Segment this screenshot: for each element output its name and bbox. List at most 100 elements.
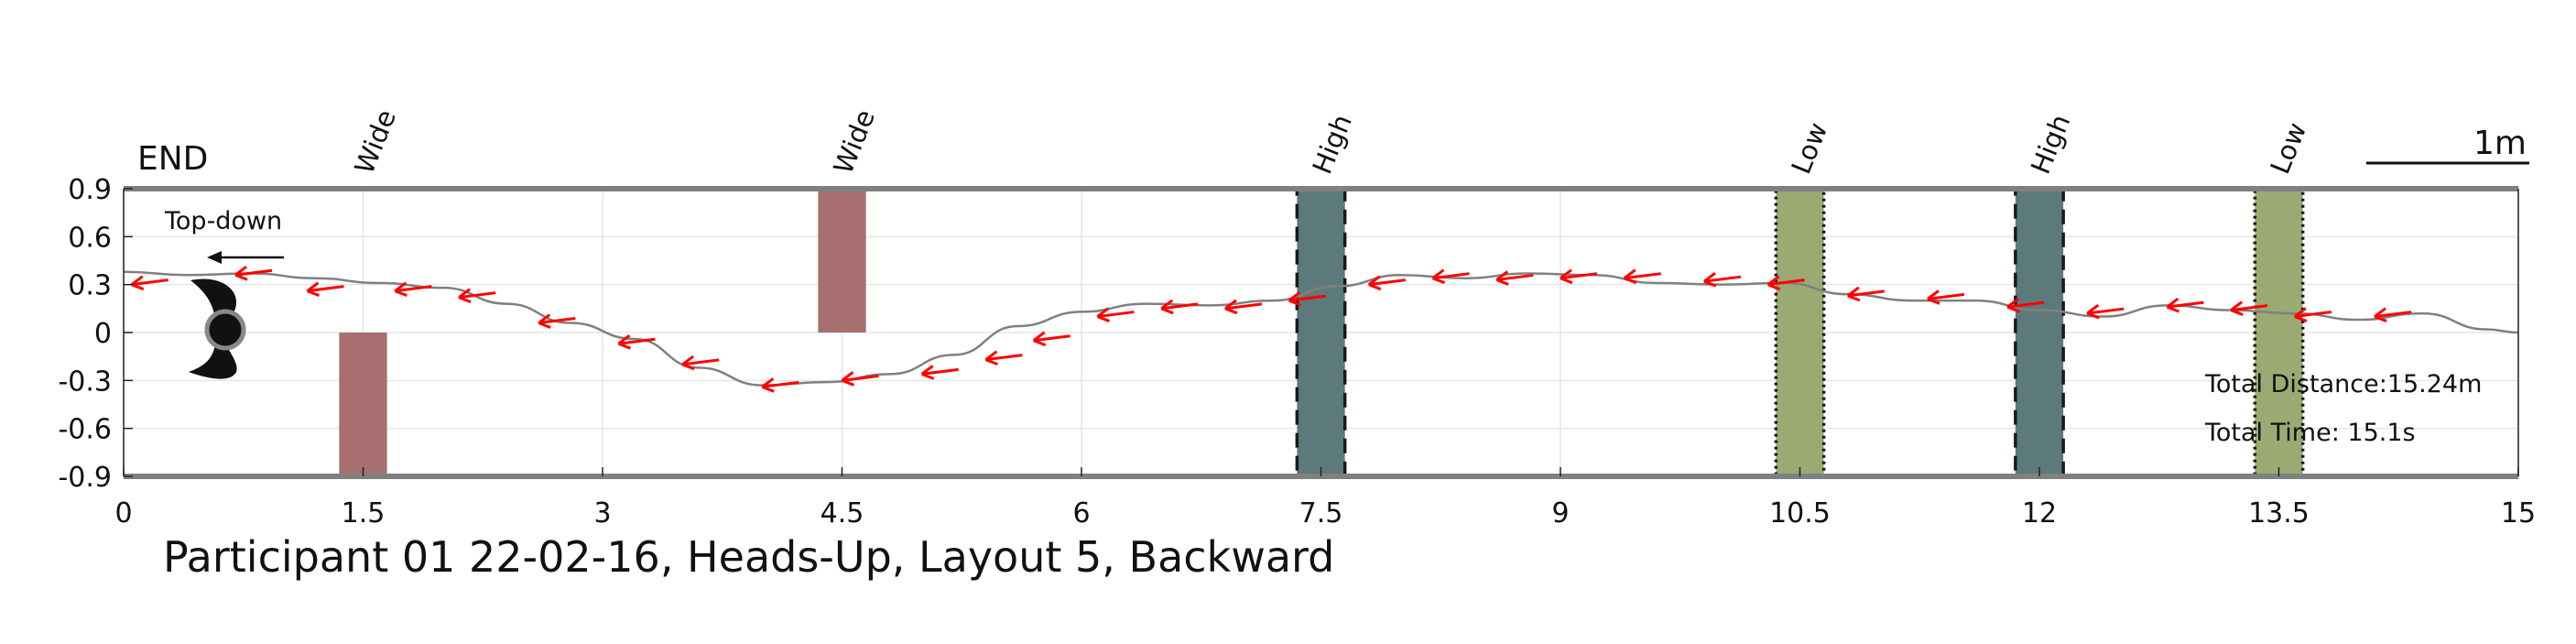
heading-arrow-shaft <box>921 367 959 376</box>
heading-arrow-head <box>306 281 321 298</box>
tick-labels: 0 1.5 3 4.5 6 7.5 9 10.5 12 13.5 15 0.9 0.6 0.3 0 -0.3 -… <box>58 174 2536 529</box>
heading-arrow-head <box>1927 289 1940 305</box>
heading-arrow <box>1560 268 1598 285</box>
heading-arrow-shaft <box>131 278 168 287</box>
walking-path <box>123 270 2519 387</box>
heading-arrow <box>1846 286 1885 302</box>
heading-arrow-head <box>1288 290 1302 307</box>
heading-arrow-head <box>841 371 855 387</box>
heading-arrow-head <box>2166 297 2180 313</box>
obstacle-label-3: High <box>1306 110 1357 179</box>
heading-arrow-head <box>1495 270 1509 286</box>
heading-arrow-head <box>1367 275 1382 291</box>
heading-arrow-shaft <box>618 337 656 345</box>
x-tick-label: 15 <box>2501 497 2536 529</box>
heading-arrow-shaft <box>458 291 496 300</box>
heading-arrow <box>1495 270 1534 286</box>
heading-arrow-shaft <box>1767 278 1805 287</box>
heading-arrow <box>1288 290 1326 307</box>
chart-title: Participant 01 22-02-16, Heads-Up, Layou… <box>163 532 1334 582</box>
heading-arrow <box>2230 300 2268 316</box>
total-time-label: Total Time: 15.1s <box>2204 419 2416 447</box>
axes <box>123 186 2519 479</box>
obstacle-wide-1 <box>339 333 387 476</box>
obstacle-high-5 <box>2014 187 2065 478</box>
heading-arrow-shaft <box>2087 307 2125 315</box>
heading-arrow <box>394 281 432 298</box>
heading-arrow-head <box>1431 268 1446 285</box>
heading-arrow <box>130 275 168 291</box>
heading-arrow <box>1431 268 1470 285</box>
heading-arrow <box>2086 303 2125 320</box>
heading-arrow-shaft <box>1368 278 1406 287</box>
heading-arrow-head <box>2086 303 2100 320</box>
y-tick-label: -0.6 <box>58 414 112 446</box>
x-tick-label: 4.5 <box>821 497 864 529</box>
heading-arrow <box>2166 297 2204 313</box>
heading-arrow-shaft <box>2231 304 2268 312</box>
heading-arrow <box>1623 268 1661 285</box>
heading-arrow <box>681 355 720 371</box>
heading-arrow-head <box>1846 286 1861 302</box>
heading-arrow <box>1703 271 1742 288</box>
heading-arrow-head <box>761 377 775 393</box>
heading-arrow-head <box>1623 268 1637 285</box>
heading-arrow-head <box>538 313 551 329</box>
heading-arrow-head <box>234 266 248 281</box>
heading-arrow-shaft <box>1160 302 1199 311</box>
heading-arrow-shaft <box>1560 272 1598 280</box>
heading-arrow-head <box>1032 331 1047 347</box>
obstacle-low-4 <box>1774 187 1826 478</box>
heading-arrow <box>841 371 879 387</box>
x-tick-label: 12 <box>2022 497 2057 529</box>
y-tick-label: 0.3 <box>68 270 112 302</box>
x-tick-label: 13.5 <box>2248 497 2310 529</box>
obstacle-label-6: Low <box>2264 118 2312 179</box>
heading-arrow-head <box>617 334 631 350</box>
heading-arrow-head <box>920 365 935 380</box>
heading-arrow-head <box>130 275 145 291</box>
heading-arrow <box>617 334 656 350</box>
heading-arrow-head <box>2294 307 2308 322</box>
heading-arrow-head <box>2230 300 2244 316</box>
obstacle-labels: Wide Wide High Low High Low <box>348 105 2312 179</box>
obstacle-high-3 <box>1295 187 1347 478</box>
heading-arrow-head <box>984 350 998 366</box>
obstacle-label-4: Low <box>1785 118 1833 179</box>
heading-arrow-shaft <box>1288 294 1326 302</box>
heading-arrow <box>1927 289 1965 305</box>
heading-arrow-shaft <box>2294 311 2332 319</box>
heading-arrow-head <box>458 288 472 304</box>
x-tick-label: 1.5 <box>342 497 386 529</box>
heading-arrow <box>761 377 799 393</box>
heading-arrow <box>984 350 1023 366</box>
heading-arrow <box>306 281 344 298</box>
y-tick-label: -0.9 <box>58 462 112 494</box>
heading-arrow-shaft <box>842 374 879 382</box>
heading-arrow-head <box>1560 268 1573 285</box>
x-tick-label: 9 <box>1551 497 1569 529</box>
heading-arrow-shaft <box>1927 292 1965 300</box>
heading-arrows <box>130 266 2412 393</box>
heading-arrow-shaft <box>2006 300 2045 309</box>
total-distance-label: Total Distance:15.24m <box>2204 370 2482 398</box>
heading-arrow <box>2006 297 2045 313</box>
heading-arrow <box>2374 307 2412 322</box>
heading-arrow <box>458 288 496 304</box>
heading-arrow-shaft <box>538 317 576 325</box>
heading-arrow-shaft <box>1496 273 1534 281</box>
heading-arrow-head <box>1703 271 1717 288</box>
y-tick-label: -0.3 <box>58 366 112 398</box>
path-line <box>123 270 2519 387</box>
x-tick-label: 3 <box>593 497 611 529</box>
heading-arrow-head <box>1160 299 1174 315</box>
heading-arrow <box>1032 331 1071 347</box>
heading-arrow-shaft <box>2374 311 2412 319</box>
heading-arrow <box>1367 275 1406 291</box>
heading-arrow <box>538 313 576 329</box>
y-tick-label: 0.6 <box>68 222 112 254</box>
obstacle-label-1: Wide <box>348 105 402 179</box>
top-down-label: Top-down <box>164 207 282 235</box>
heading-arrow-head <box>1766 275 1781 291</box>
x-tick-label: 10.5 <box>1769 497 1831 529</box>
